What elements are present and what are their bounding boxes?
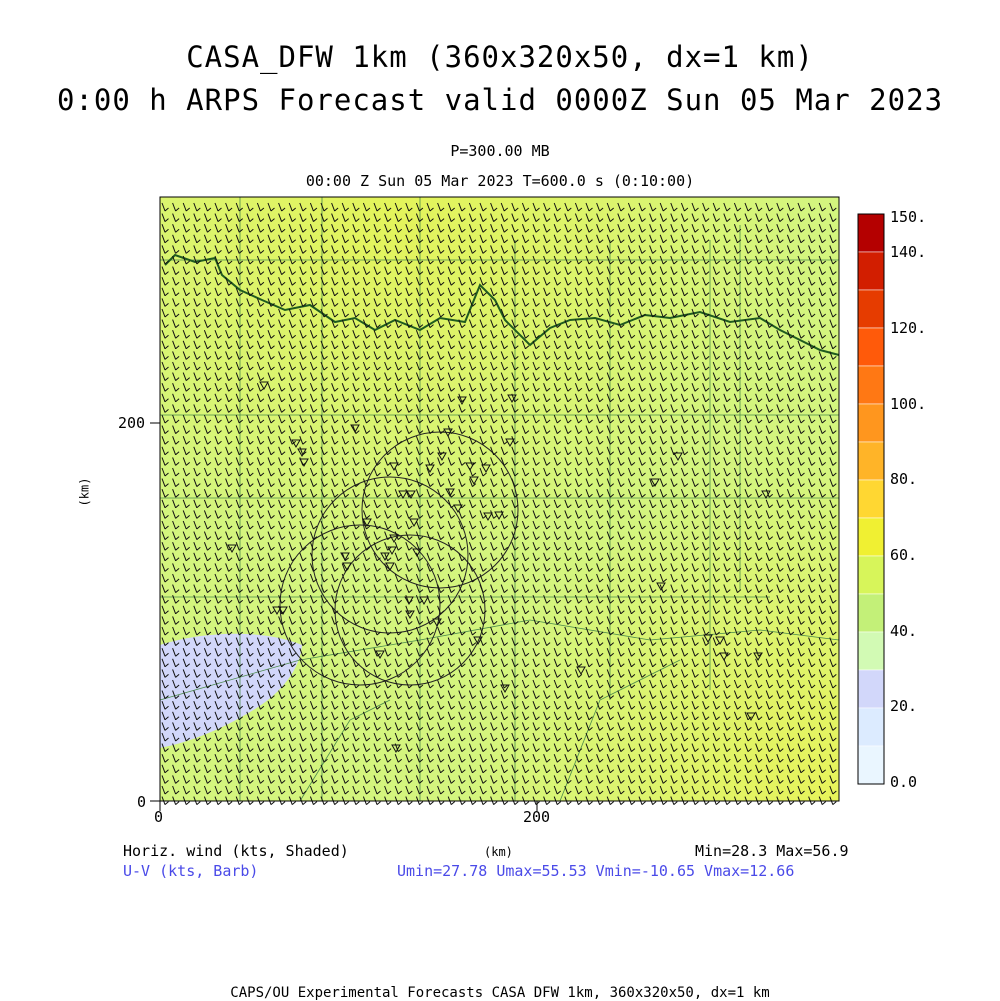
- chart-title: CASA_DFW 1km (360x320x50, dx=1 km): [186, 40, 814, 74]
- y-axis-label: (km): [77, 477, 92, 507]
- colorbar-label: 0.0: [890, 773, 918, 791]
- colorbar-swatch: [857, 593, 885, 633]
- colorbar-swatch: [857, 555, 885, 595]
- colorbar-label: 40.: [890, 622, 918, 640]
- station-markers: [227, 381, 771, 754]
- colorbar-swatch: [857, 365, 885, 405]
- colorbar-swatch: [857, 441, 885, 481]
- colorbar-swatch: [857, 327, 885, 367]
- credit-line: CAPS/OU Experimental Forecasts CASA DFW …: [230, 985, 770, 1001]
- colorbar-swatch: [857, 517, 885, 557]
- field-label: Horiz. wind (kts, Shaded): [123, 842, 349, 860]
- minmax-readout: Min=28.3 Max=56.9: [695, 842, 849, 860]
- colorbar-label: 120.: [890, 319, 927, 337]
- wind-speed-field: [160, 197, 839, 801]
- station-triangle-icons: [227, 381, 771, 754]
- colorbar-swatch: [857, 669, 885, 709]
- colorbar-label: 100.: [890, 395, 927, 413]
- colorbar-swatch: [857, 707, 885, 747]
- x-tick-200: 200: [523, 808, 551, 826]
- y-tick-200: 200: [118, 414, 146, 432]
- x-tick-0: 0: [154, 808, 164, 826]
- valid-time: 00:00 Z Sun 05 Mar 2023 T=600.0 s (0:10:…: [305, 172, 695, 190]
- y-tick-0: 0: [137, 793, 147, 811]
- colorbar-label: 60.: [890, 546, 918, 564]
- colorbar-label: 150.: [890, 208, 927, 226]
- pressure-level: P=300.00 MB: [450, 142, 550, 160]
- colorbar-frame: [857, 213, 885, 785]
- colorbar-swatch: [857, 745, 885, 785]
- colorbar-swatch: [857, 631, 885, 671]
- colorbar-label: 80.: [890, 470, 918, 488]
- colorbar-label: 20.: [890, 697, 918, 715]
- wind-barbs: [161, 202, 837, 805]
- barb-label: U-V (kts, Barb): [123, 862, 259, 880]
- plot-frame: [159, 196, 840, 802]
- colorbar: [857, 213, 885, 785]
- axis-ticks: [150, 422, 538, 811]
- colorbar-swatch: [857, 289, 885, 329]
- x-axis-label: (km): [484, 845, 513, 859]
- chart-subtitle: 0:00 h ARPS Forecast valid 0000Z Sun 05 …: [56, 83, 944, 117]
- colorbar-swatch: [857, 251, 885, 291]
- state-boundary: [164, 253, 840, 356]
- colorbar-label: 140.: [890, 243, 927, 261]
- colorbar-swatch: [857, 213, 885, 253]
- colorbar-swatch: [857, 479, 885, 519]
- wind-barb-glyphs: [161, 202, 837, 805]
- uv-stats-readout: Umin=27.78 Umax=55.53 Vmin=-10.65 Vmax=1…: [397, 862, 795, 880]
- colorbar-swatch: [857, 403, 885, 443]
